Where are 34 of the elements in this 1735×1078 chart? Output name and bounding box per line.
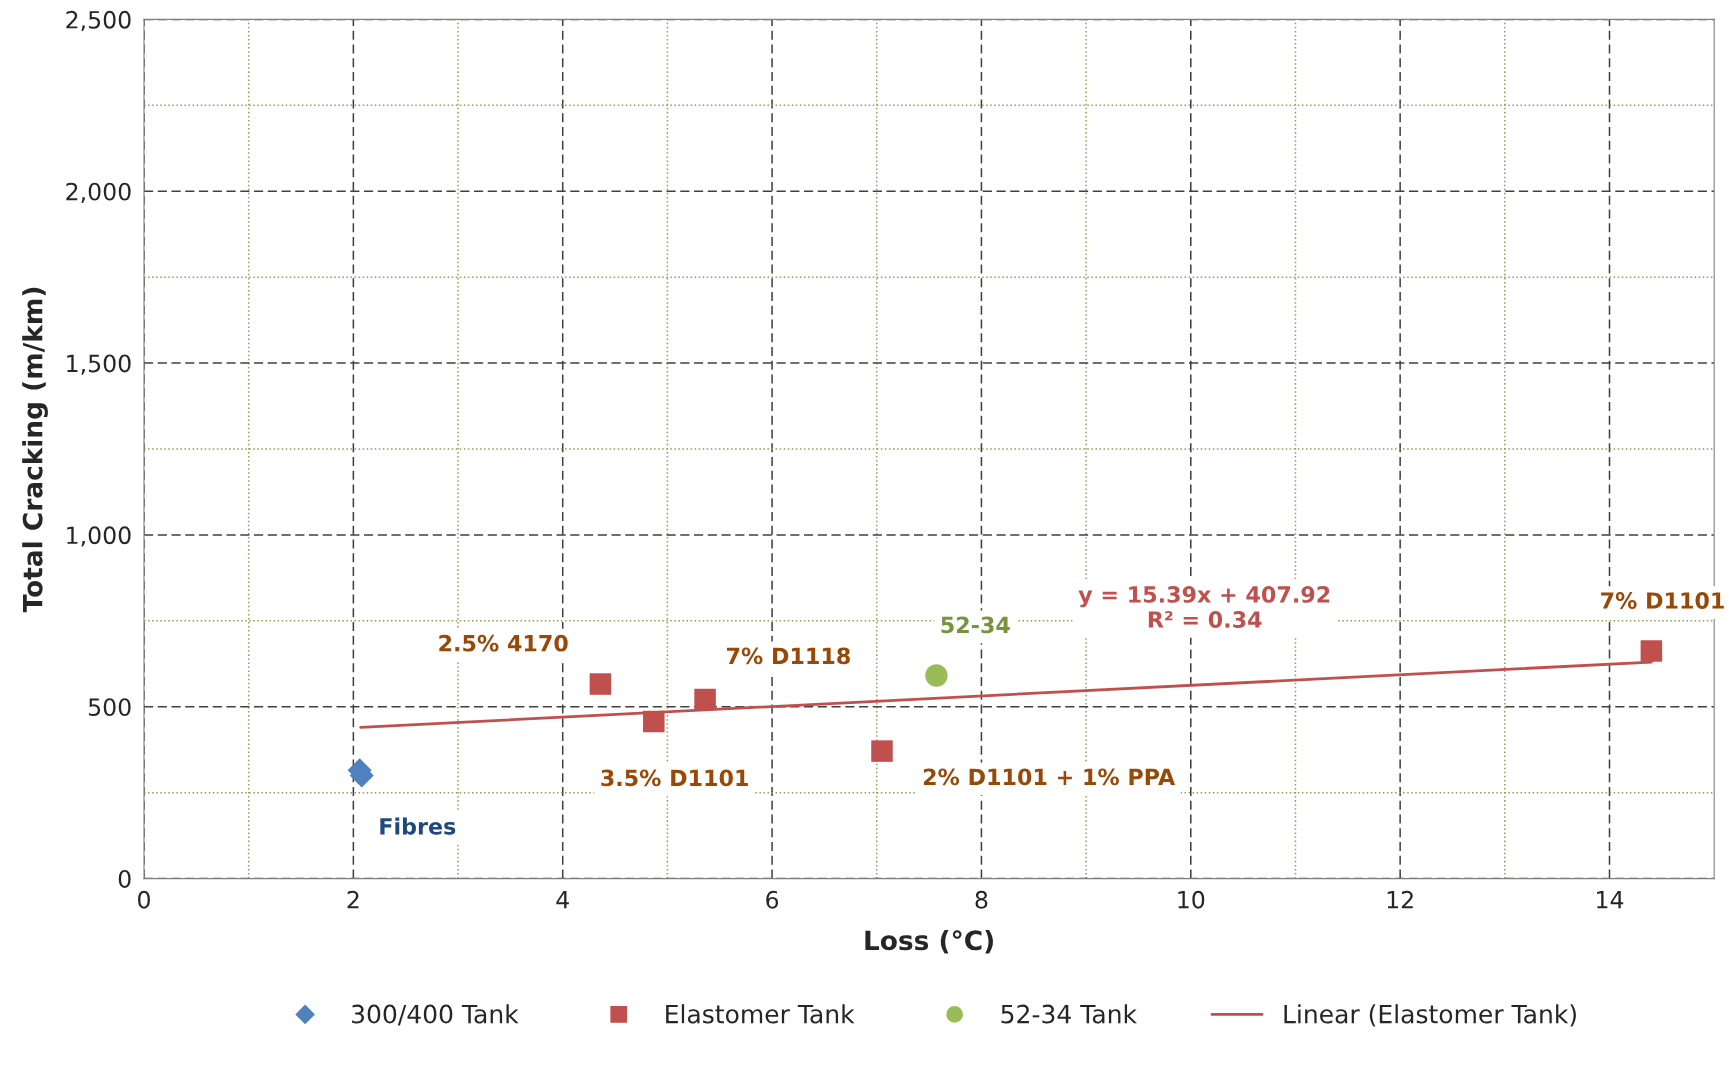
y-tick-label: 1,500: [67, 354, 131, 375]
point: [925, 664, 948, 687]
y-tick-label: 0: [118, 870, 131, 888]
y-tick-label: 500: [88, 698, 131, 717]
annotation: y = 15.39x + 407.92 R² = 0.34: [1078, 586, 1330, 628]
annotation: 52-34: [941, 616, 1010, 634]
annotation: 7% D1101: [1601, 592, 1724, 609]
x-tick-label: 10: [1178, 890, 1205, 909]
x-tick-label: 14: [1597, 891, 1624, 909]
point: [871, 740, 893, 762]
x-tick-label: 6: [766, 890, 779, 909]
x-tick-label: 0: [138, 890, 150, 909]
legend-label: Linear (Elastomer Tank): [1284, 1004, 1576, 1027]
point: [694, 688, 716, 711]
y-tick-label: 2,500: [66, 10, 131, 32]
y-axis-title: Total Cracking (m/km): [22, 287, 48, 613]
x-tick-label: 8: [975, 890, 988, 909]
point: [1640, 640, 1663, 662]
x-axis-title: Loss (°C): [865, 929, 993, 954]
x-tick-label: 2: [347, 890, 359, 909]
x-tick-label: 12: [1387, 890, 1413, 909]
point: [589, 673, 612, 695]
y-tick-label: 1,000: [67, 526, 131, 547]
annotation: Fibres: [380, 817, 456, 835]
y-tick-label: 2,000: [66, 182, 131, 203]
annotation: 2% D1101 + 1% PPA: [923, 768, 1176, 786]
legend-label: 300/400 Tank: [352, 1004, 519, 1026]
annotation: 2.5% 4170: [439, 634, 568, 652]
point: [643, 710, 665, 733]
legend-label: Elastomer Tank: [666, 1004, 855, 1024]
x-tick-label: 4: [556, 891, 569, 909]
legend-label: 52-34 Tank: [1001, 1004, 1137, 1024]
annotation: 3.5% D1101: [601, 769, 748, 787]
annotation: 7% D1118: [727, 647, 850, 665]
